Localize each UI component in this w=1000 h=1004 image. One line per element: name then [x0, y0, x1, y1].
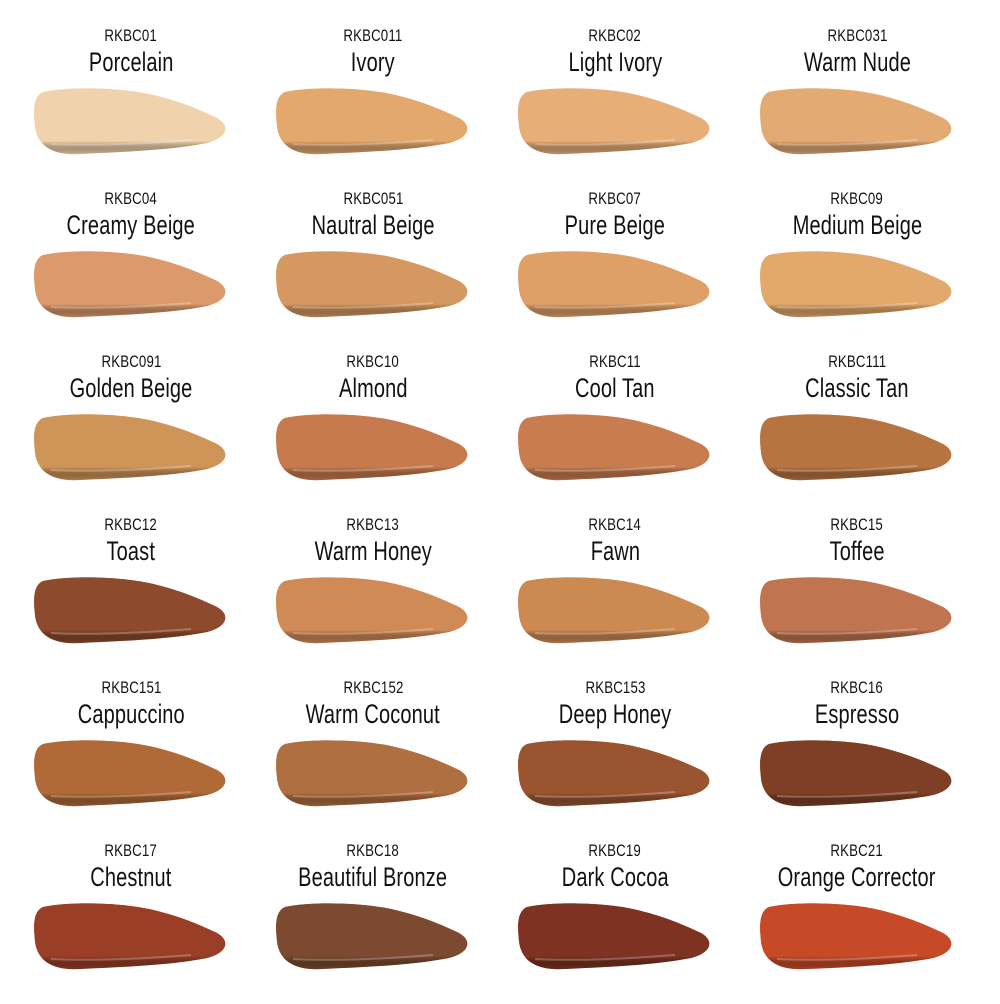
shade-code: RKBC051	[342, 189, 404, 208]
shade-card: RKBC07 Pure Beige	[494, 189, 736, 352]
shade-grid: RKBC01 Porcelain RKBC011 Ivory RKBC02 Li…	[10, 26, 990, 1004]
shade-name: Pure Beige	[564, 210, 666, 240]
shade-name: Ivory	[350, 47, 396, 77]
shade-card: RKBC011 Ivory	[252, 26, 494, 189]
shade-name: Creamy Beige	[66, 210, 196, 240]
shade-card: RKBC111 Classic Tan	[736, 352, 978, 515]
shade-swatch	[518, 740, 710, 807]
shade-name: Cool Tan	[575, 373, 655, 403]
shade-swatch	[518, 414, 710, 481]
shade-card: RKBC09 Medium Beige	[736, 189, 978, 352]
shade-name: Chestnut	[90, 862, 172, 892]
shade-swatch	[34, 251, 226, 318]
shade-card: RKBC031 Warm Nude	[736, 26, 978, 189]
shade-swatch	[34, 740, 226, 807]
shade-name: Toast	[106, 536, 156, 566]
shade-code: RKBC11	[589, 352, 641, 371]
shade-card: RKBC19 Dark Cocoa	[494, 841, 736, 1004]
shade-swatch	[276, 903, 468, 970]
shade-swatch	[34, 577, 226, 644]
shade-code: RKBC091	[100, 352, 162, 371]
shade-card: RKBC16 Espresso	[736, 678, 978, 841]
shade-swatch	[760, 251, 952, 318]
shade-card: RKBC152 Warm Coconut	[252, 678, 494, 841]
shade-card: RKBC15 Toffee	[736, 515, 978, 678]
shade-name: Golden Beige	[69, 373, 193, 403]
shade-card: RKBC21 Orange Corrector	[736, 841, 978, 1004]
shade-name: Espresso	[814, 699, 900, 729]
shade-name: Dark Cocoa	[561, 862, 669, 892]
shade-code: RKBC01	[104, 26, 158, 45]
shade-swatch	[760, 414, 952, 481]
shade-code: RKBC12	[104, 515, 158, 534]
shade-code: RKBC15	[830, 515, 884, 534]
shade-name: Warm Nude	[803, 47, 911, 77]
shade-swatch	[34, 414, 226, 481]
shade-card: RKBC151 Cappuccino	[10, 678, 252, 841]
shade-name: Beautiful Bronze	[298, 862, 448, 892]
shade-card: RKBC18 Beautiful Bronze	[252, 841, 494, 1004]
shade-swatch	[34, 903, 226, 970]
shade-swatch	[34, 88, 226, 155]
shade-swatch	[276, 414, 468, 481]
shade-code: RKBC111	[827, 352, 887, 371]
shade-name: Deep Honey	[558, 699, 672, 729]
shade-card: RKBC17 Chestnut	[10, 841, 252, 1004]
shade-swatch	[276, 88, 468, 155]
shade-code: RKBC07	[588, 189, 642, 208]
shade-name: Nautral Beige	[311, 210, 435, 240]
shade-card: RKBC02 Light Ivory	[494, 26, 736, 189]
shade-code: RKBC17	[104, 841, 158, 860]
shade-swatch	[760, 740, 952, 807]
shade-code: RKBC011	[343, 26, 403, 45]
shade-card: RKBC153 Deep Honey	[494, 678, 736, 841]
shade-swatch	[276, 251, 468, 318]
shade-code: RKBC19	[588, 841, 642, 860]
shade-card: RKBC13 Warm Honey	[252, 515, 494, 678]
shade-swatch	[760, 577, 952, 644]
shade-card: RKBC091 Golden Beige	[10, 352, 252, 515]
shade-code: RKBC16	[830, 678, 884, 697]
shade-name: Porcelain	[88, 47, 174, 77]
shade-name: Fawn	[590, 536, 640, 566]
shade-swatch	[518, 88, 710, 155]
shade-name: Classic Tan	[805, 373, 909, 403]
shade-swatch	[518, 903, 710, 970]
shade-code: RKBC10	[346, 352, 400, 371]
shade-swatch	[518, 577, 710, 644]
shade-code: RKBC153	[584, 678, 646, 697]
shade-code: RKBC04	[104, 189, 158, 208]
shade-code: RKBC18	[346, 841, 400, 860]
shade-card: RKBC11 Cool Tan	[494, 352, 736, 515]
shade-swatch	[760, 88, 952, 155]
shade-name: Light Ivory	[568, 47, 662, 77]
shade-swatch	[518, 251, 710, 318]
shade-name: Warm Coconut	[305, 699, 441, 729]
shade-card: RKBC14 Fawn	[494, 515, 736, 678]
shade-name: Orange Corrector	[778, 862, 936, 892]
shade-card: RKBC10 Almond	[252, 352, 494, 515]
shade-code: RKBC09	[830, 189, 884, 208]
shade-code: RKBC02	[588, 26, 642, 45]
shade-card: RKBC01 Porcelain	[10, 26, 252, 189]
shade-card: RKBC12 Toast	[10, 515, 252, 678]
shade-code: RKBC151	[100, 678, 162, 697]
shade-name: Cappuccino	[77, 699, 185, 729]
shade-name: Toffee	[829, 536, 885, 566]
shade-code: RKBC13	[346, 515, 400, 534]
shade-code: RKBC14	[588, 515, 642, 534]
shade-code: RKBC152	[342, 678, 404, 697]
shade-swatch	[276, 740, 468, 807]
shade-card: RKBC04 Creamy Beige	[10, 189, 252, 352]
shade-swatch	[760, 903, 952, 970]
shade-card: RKBC051 Nautral Beige	[252, 189, 494, 352]
shade-name: Warm Honey	[314, 536, 432, 566]
shade-name: Medium Beige	[792, 210, 922, 240]
shade-code: RKBC031	[826, 26, 888, 45]
shade-code: RKBC21	[830, 841, 884, 860]
shade-name: Almond	[338, 373, 408, 403]
shade-swatch	[276, 577, 468, 644]
